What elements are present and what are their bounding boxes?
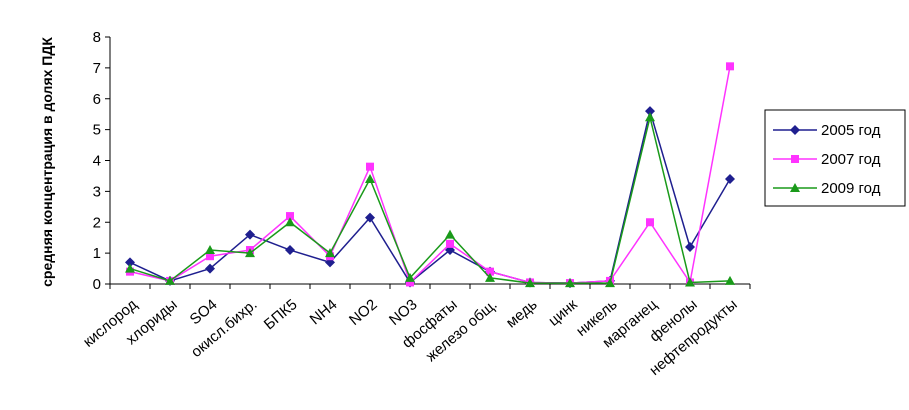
data-point (405, 272, 415, 282)
legend-marker (791, 155, 799, 163)
y-tick-label: 7 (93, 60, 101, 77)
data-point (205, 245, 215, 255)
x-tick-label: медь (503, 296, 541, 332)
legend-label: 2007 год (821, 151, 881, 168)
y-axis-label: средняя концентрация в долях ПДК (39, 37, 55, 287)
data-point (285, 245, 295, 256)
legend-marker (790, 183, 800, 192)
series-3 (125, 112, 735, 288)
data-point (725, 174, 735, 185)
legend-box (764, 109, 906, 207)
data-point (165, 275, 175, 285)
series-line (129, 117, 731, 284)
data-point (125, 263, 135, 273)
data-point (245, 229, 255, 240)
data-point (445, 229, 455, 239)
y-tick-label: 6 (93, 91, 101, 108)
y-tick-label: 3 (93, 183, 101, 200)
data-point (685, 277, 695, 287)
data-point (685, 241, 695, 252)
data-point (645, 112, 655, 122)
x-tick-label: БПК5 (261, 296, 301, 333)
data-point (726, 62, 734, 71)
data-point (285, 217, 295, 227)
data-point (446, 239, 454, 248)
data-point (725, 275, 735, 285)
x-tick-label: NO2 (346, 296, 381, 329)
data-point (365, 212, 375, 223)
data-point (486, 267, 494, 276)
series-line (129, 66, 731, 285)
series-2 (126, 62, 734, 288)
data-point (325, 248, 335, 258)
legend-marker (790, 125, 800, 135)
data-point (286, 212, 294, 221)
legend: 2005 год 2007 год 2009 год (764, 109, 906, 207)
data-point (485, 272, 495, 282)
legend-label: 2005 год (821, 122, 881, 139)
data-point (366, 162, 374, 171)
y-tick-label: 5 (93, 122, 101, 139)
x-tick-label: NH4 (307, 296, 341, 328)
y-tick-label: 4 (93, 153, 101, 170)
data-point (206, 252, 214, 261)
data-point (406, 278, 414, 287)
data-point (605, 278, 615, 288)
y-tick-label: 1 (93, 245, 101, 262)
y-tick-label: 8 (93, 29, 101, 46)
data-point (565, 278, 575, 288)
legend-label: 2009 год (821, 180, 881, 197)
data-point (365, 174, 375, 184)
data-point (646, 218, 654, 227)
data-point (645, 106, 655, 117)
y-tick-label: 2 (93, 214, 101, 231)
y-tick-label: 0 (93, 276, 101, 293)
series-1 (125, 106, 735, 289)
data-point (245, 248, 255, 258)
data-point (205, 263, 215, 274)
data-point (125, 257, 135, 268)
data-point (525, 278, 535, 288)
